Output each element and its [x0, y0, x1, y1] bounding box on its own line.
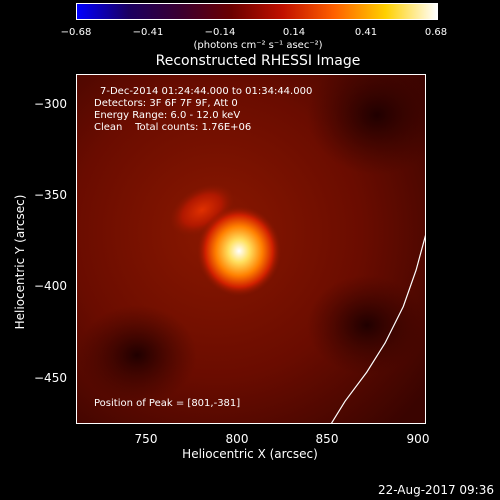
colorbar-tick: 0.14 — [282, 27, 306, 38]
dark-region — [307, 75, 425, 175]
colorbar-tick: −0.68 — [60, 27, 92, 38]
y-axis-label: Heliocentric Y (arcsec) — [13, 194, 27, 330]
peak-source — [197, 206, 281, 296]
date-stamp: 22-Aug-2017 09:36 — [377, 483, 494, 497]
y-tick-label: −350 — [34, 188, 67, 202]
x-tick-label: 750 — [134, 432, 158, 446]
plot-title: Reconstructed RHESSI Image — [155, 53, 361, 69]
image-frame — [76, 74, 426, 424]
y-tick-label: −450 — [34, 371, 67, 385]
colorbar-tick: −0.14 — [204, 27, 236, 38]
y-tick-label: −400 — [34, 279, 67, 293]
colorbar-tick: −0.41 — [132, 27, 164, 38]
detectors-line: Detectors: 3F 6F 7F 9F, Att 0 — [94, 98, 238, 109]
x-tick-label: 800 — [225, 432, 249, 446]
x-tick-label: 900 — [406, 432, 430, 446]
colorbar-tick: 0.41 — [354, 27, 378, 38]
rhessi-image — [77, 75, 425, 423]
time-range: 7-Dec-2014 01:24:44.000 to 01:34:44.000 — [100, 86, 313, 97]
energy-range: Energy Range: 6.0 - 12.0 keV — [94, 110, 241, 121]
x-axis-label: Heliocentric X (arcsec) — [182, 447, 318, 461]
y-tick-label: −300 — [34, 97, 67, 111]
colorbar-tick: 0.68 — [424, 27, 448, 38]
colorbar-units: (photons cm⁻² s⁻¹ asec⁻²) — [193, 40, 323, 51]
clean-counts: Clean Total counts: 1.76E+06 — [94, 122, 252, 133]
solar-limb-curve — [330, 234, 425, 423]
dark-region — [77, 305, 197, 405]
colorbar — [76, 3, 438, 20]
x-tick-label: 850 — [315, 432, 339, 446]
dark-region — [307, 275, 425, 375]
peak-position-label: Position of Peak = [801,-381] — [94, 398, 241, 409]
